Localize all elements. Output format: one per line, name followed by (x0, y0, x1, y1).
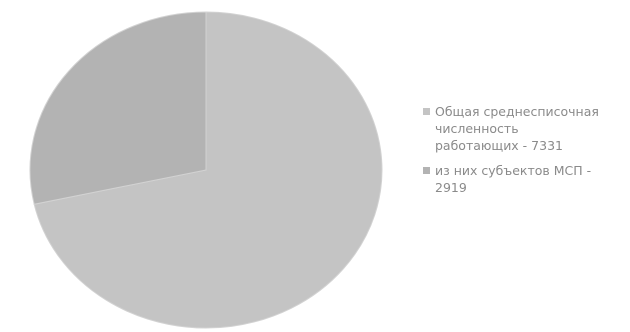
pie-slice-msp (29, 11, 207, 205)
legend-label-line1: Общая среднесписочная (435, 104, 599, 119)
legend-label-line1: из них субъектов МСП - (435, 163, 592, 178)
pie-slices (29, 11, 383, 329)
legend-label-line2: численность (435, 121, 519, 136)
legend-swatch-msp (423, 167, 430, 174)
pie-chart (29, 11, 383, 329)
legend-label-line2: 2919 (435, 180, 467, 195)
pie-slice-total-employees (33, 11, 383, 329)
chart-legend: Общая среднесписочная численность работа… (423, 103, 628, 204)
legend-item-total-employees: Общая среднесписочная численность работа… (423, 103, 628, 154)
legend-swatch-total-employees (423, 108, 430, 115)
legend-label-line3: работающих - 7331 (435, 138, 563, 153)
legend-item-msp: из них субъектов МСП - 2919 (423, 162, 628, 196)
